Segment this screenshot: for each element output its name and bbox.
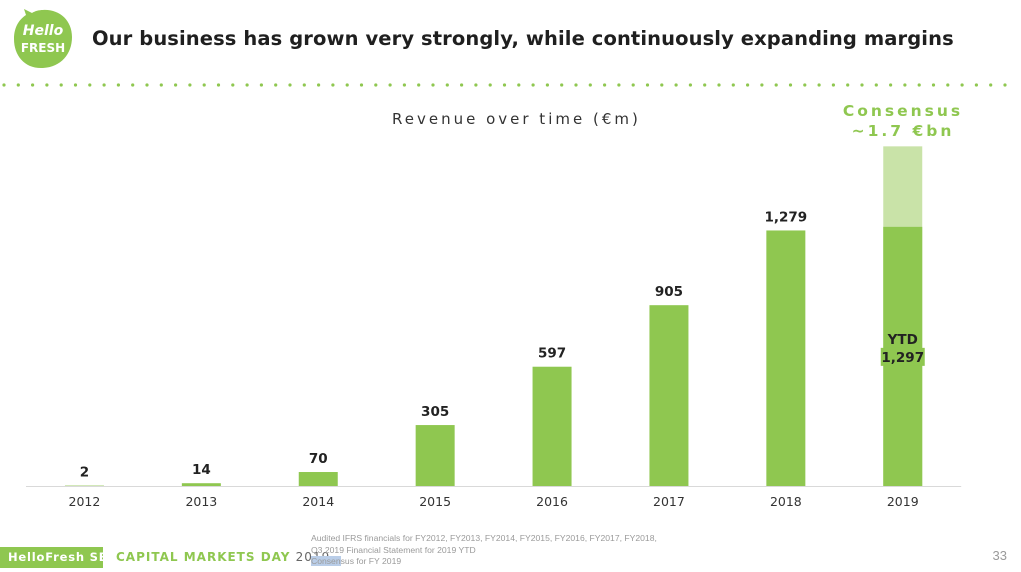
footnote-line: Q3 2019 Financial Statement for 2019 YTD xyxy=(311,544,476,555)
bar-2016 xyxy=(532,366,572,486)
x-tick-2019: 2019 xyxy=(887,494,919,509)
data-label-2012: 2 xyxy=(80,465,89,481)
bar-2014 xyxy=(298,472,338,486)
data-label-2013: 14 xyxy=(192,462,211,478)
data-label-2019: 1,297 xyxy=(881,350,924,366)
page-number: 33 xyxy=(992,548,1007,563)
logo-line1: Hello xyxy=(23,23,64,39)
x-tick-2014: 2014 xyxy=(302,494,334,509)
x-tick-2015: 2015 xyxy=(419,494,451,509)
footnote-line: Audited IFRS financials for FY2012, FY20… xyxy=(311,533,657,543)
x-tick-2012: 2012 xyxy=(69,494,101,509)
consensus-label: Consensus xyxy=(842,102,964,120)
bar-2015 xyxy=(415,425,455,486)
page-title: Our business has grown very strongly, wh… xyxy=(92,27,954,50)
data-label-2015: 305 xyxy=(421,404,449,420)
footnote-highlight: Consen xyxy=(311,556,341,566)
x-tick-2017: 2017 xyxy=(653,494,685,509)
data-label-2014: 70 xyxy=(309,451,328,467)
x-tick-2018: 2018 xyxy=(770,494,802,509)
footer-event-name: CAPITAL MARKETS DAY xyxy=(116,550,291,564)
bar-2017 xyxy=(649,305,689,486)
bar-2012 xyxy=(64,485,104,487)
hellofresh-logo: Hello FRESH xyxy=(14,9,72,69)
data-label-2017: 905 xyxy=(655,284,683,300)
bar-2018 xyxy=(766,230,806,486)
bar-2013 xyxy=(181,483,221,486)
footnote-sources: Audited IFRS financials for FY2012, FY20… xyxy=(311,533,657,568)
x-tick-2013: 2013 xyxy=(185,494,217,509)
chart-title: Revenue over time (€m) xyxy=(392,110,641,128)
footnote-line: Consensus for FY 2019 xyxy=(311,556,657,568)
footer-brand: HelloFresh SE xyxy=(0,547,107,568)
ytd-value-background xyxy=(880,347,925,366)
data-label-2018: 1,279 xyxy=(764,209,807,225)
data-label-2016: 597 xyxy=(538,346,566,362)
x-tick-2016: 2016 xyxy=(536,494,568,509)
consensus-value: ~1.7 €bn xyxy=(851,122,955,140)
dotted-divider xyxy=(2,83,1020,87)
footer-event: CAPITAL MARKETS DAY 2019 xyxy=(116,547,330,568)
footnote-line-rest: sus for FY 2019 xyxy=(340,556,402,566)
consensus-annotation: Consensus ~1.7 €bn xyxy=(838,101,968,141)
ytd-label: YTD xyxy=(887,332,918,348)
logo-line2: FRESH xyxy=(21,41,65,55)
